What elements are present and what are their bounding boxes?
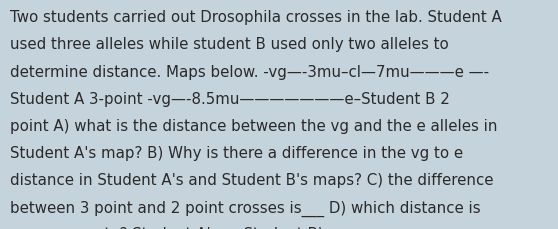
Text: Student A's map? B) Why is there a difference in the vg to e: Student A's map? B) Why is there a diffe… <box>10 145 463 160</box>
Text: Two students carried out Drosophila crosses in the lab. Student A: Two students carried out Drosophila cros… <box>10 10 502 25</box>
Text: distance in Student A's and Student B's maps? C) the difference: distance in Student A's and Student B's … <box>10 172 493 187</box>
Text: determine distance. Maps below. -vg—-3mu–cl—7mu———e —-: determine distance. Maps below. -vg—-3mu… <box>10 64 489 79</box>
Text: used three alleles while student B used only two alleles to: used three alleles while student B used … <box>10 37 449 52</box>
Text: between 3 point and 2 point crosses is___ D) which distance is: between 3 point and 2 point crosses is__… <box>10 199 480 215</box>
Text: point A) what is the distance between the vg and the e alleles in: point A) what is the distance between th… <box>10 118 498 133</box>
Text: Student A 3-point -vg—-8.5mu———————e–Student B 2: Student A 3-point -vg—-8.5mu———————e–Stu… <box>10 91 450 106</box>
Text: more accurate? Student A's or Student B's map: more accurate? Student A's or Student B'… <box>10 226 368 229</box>
